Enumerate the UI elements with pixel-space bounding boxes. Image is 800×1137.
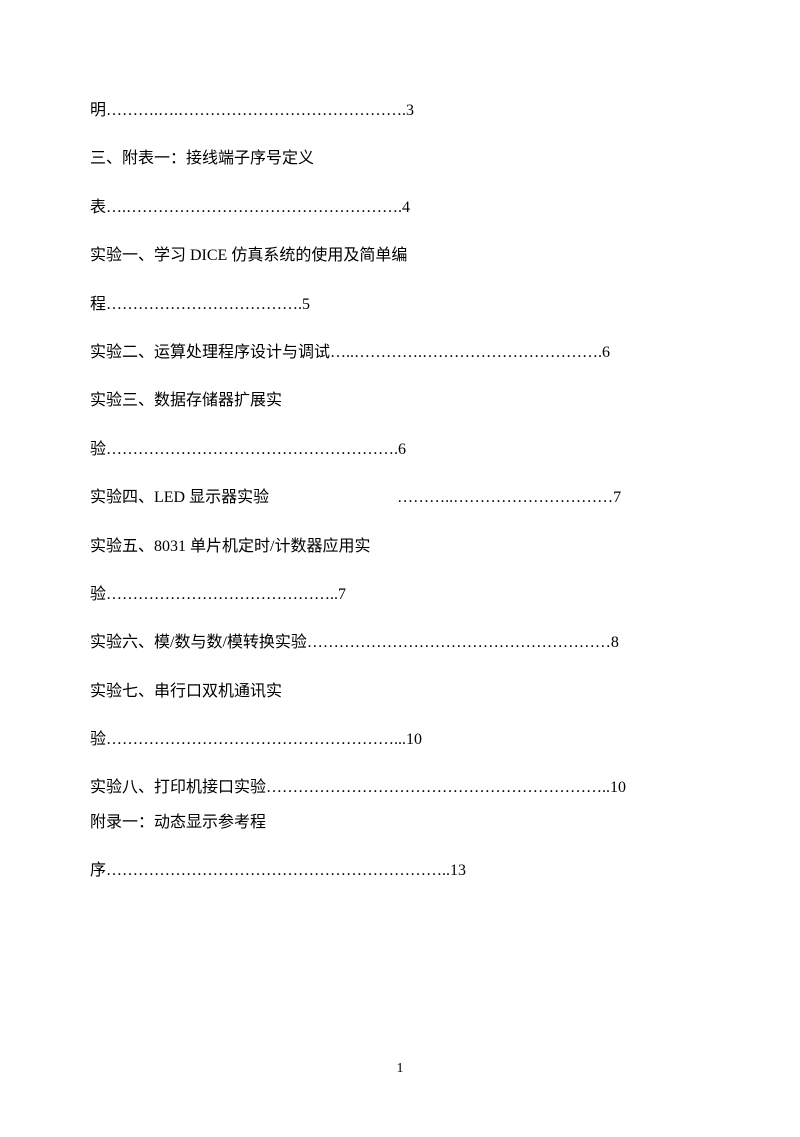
toc-line: 三、附表一：接线端子序号定义 xyxy=(90,148,710,170)
toc-line: 实验八、打印机接口实验………………………………………………………..10 xyxy=(90,777,710,799)
toc-line: 实验七、串行口双机通讯实 xyxy=(90,681,710,703)
toc-line: 表….…………………………………………….4 xyxy=(90,197,710,219)
page-number: 1 xyxy=(397,1061,404,1077)
toc-line: 序………………………………………………………..13 xyxy=(90,860,710,882)
toc-line: 实验一、学习 DICE 仿真系统的使用及简单编 xyxy=(90,245,710,267)
toc-line: 明……….….…………………………………….3 xyxy=(90,100,710,122)
toc-line: 验………………………………………………...10 xyxy=(90,729,710,751)
toc-line: 实验二、运算处理程序设计与调试…..………….…………………………….6 xyxy=(90,342,710,364)
toc-line: 实验五、8031 单片机定时/计数器应用实 xyxy=(90,536,710,558)
toc-line: 验……………………………………………….6 xyxy=(90,439,710,461)
toc-line: 附录一：动态显示参考程 xyxy=(90,812,710,834)
toc-line: 验……………………………………..7 xyxy=(90,584,710,606)
toc-line: 实验四、LED 显示器实验 ………..…………………………7 xyxy=(90,487,710,509)
page-content: 明……….….…………………………………….3 三、附表一：接线端子序号定义 表… xyxy=(0,0,800,883)
toc-line: 实验三、数据存储器扩展实 xyxy=(90,390,710,412)
toc-line: 实验六、模/数与数/模转换实验…………………………………………………8 xyxy=(90,632,710,654)
toc-line: 程……………………………….5 xyxy=(90,294,710,316)
